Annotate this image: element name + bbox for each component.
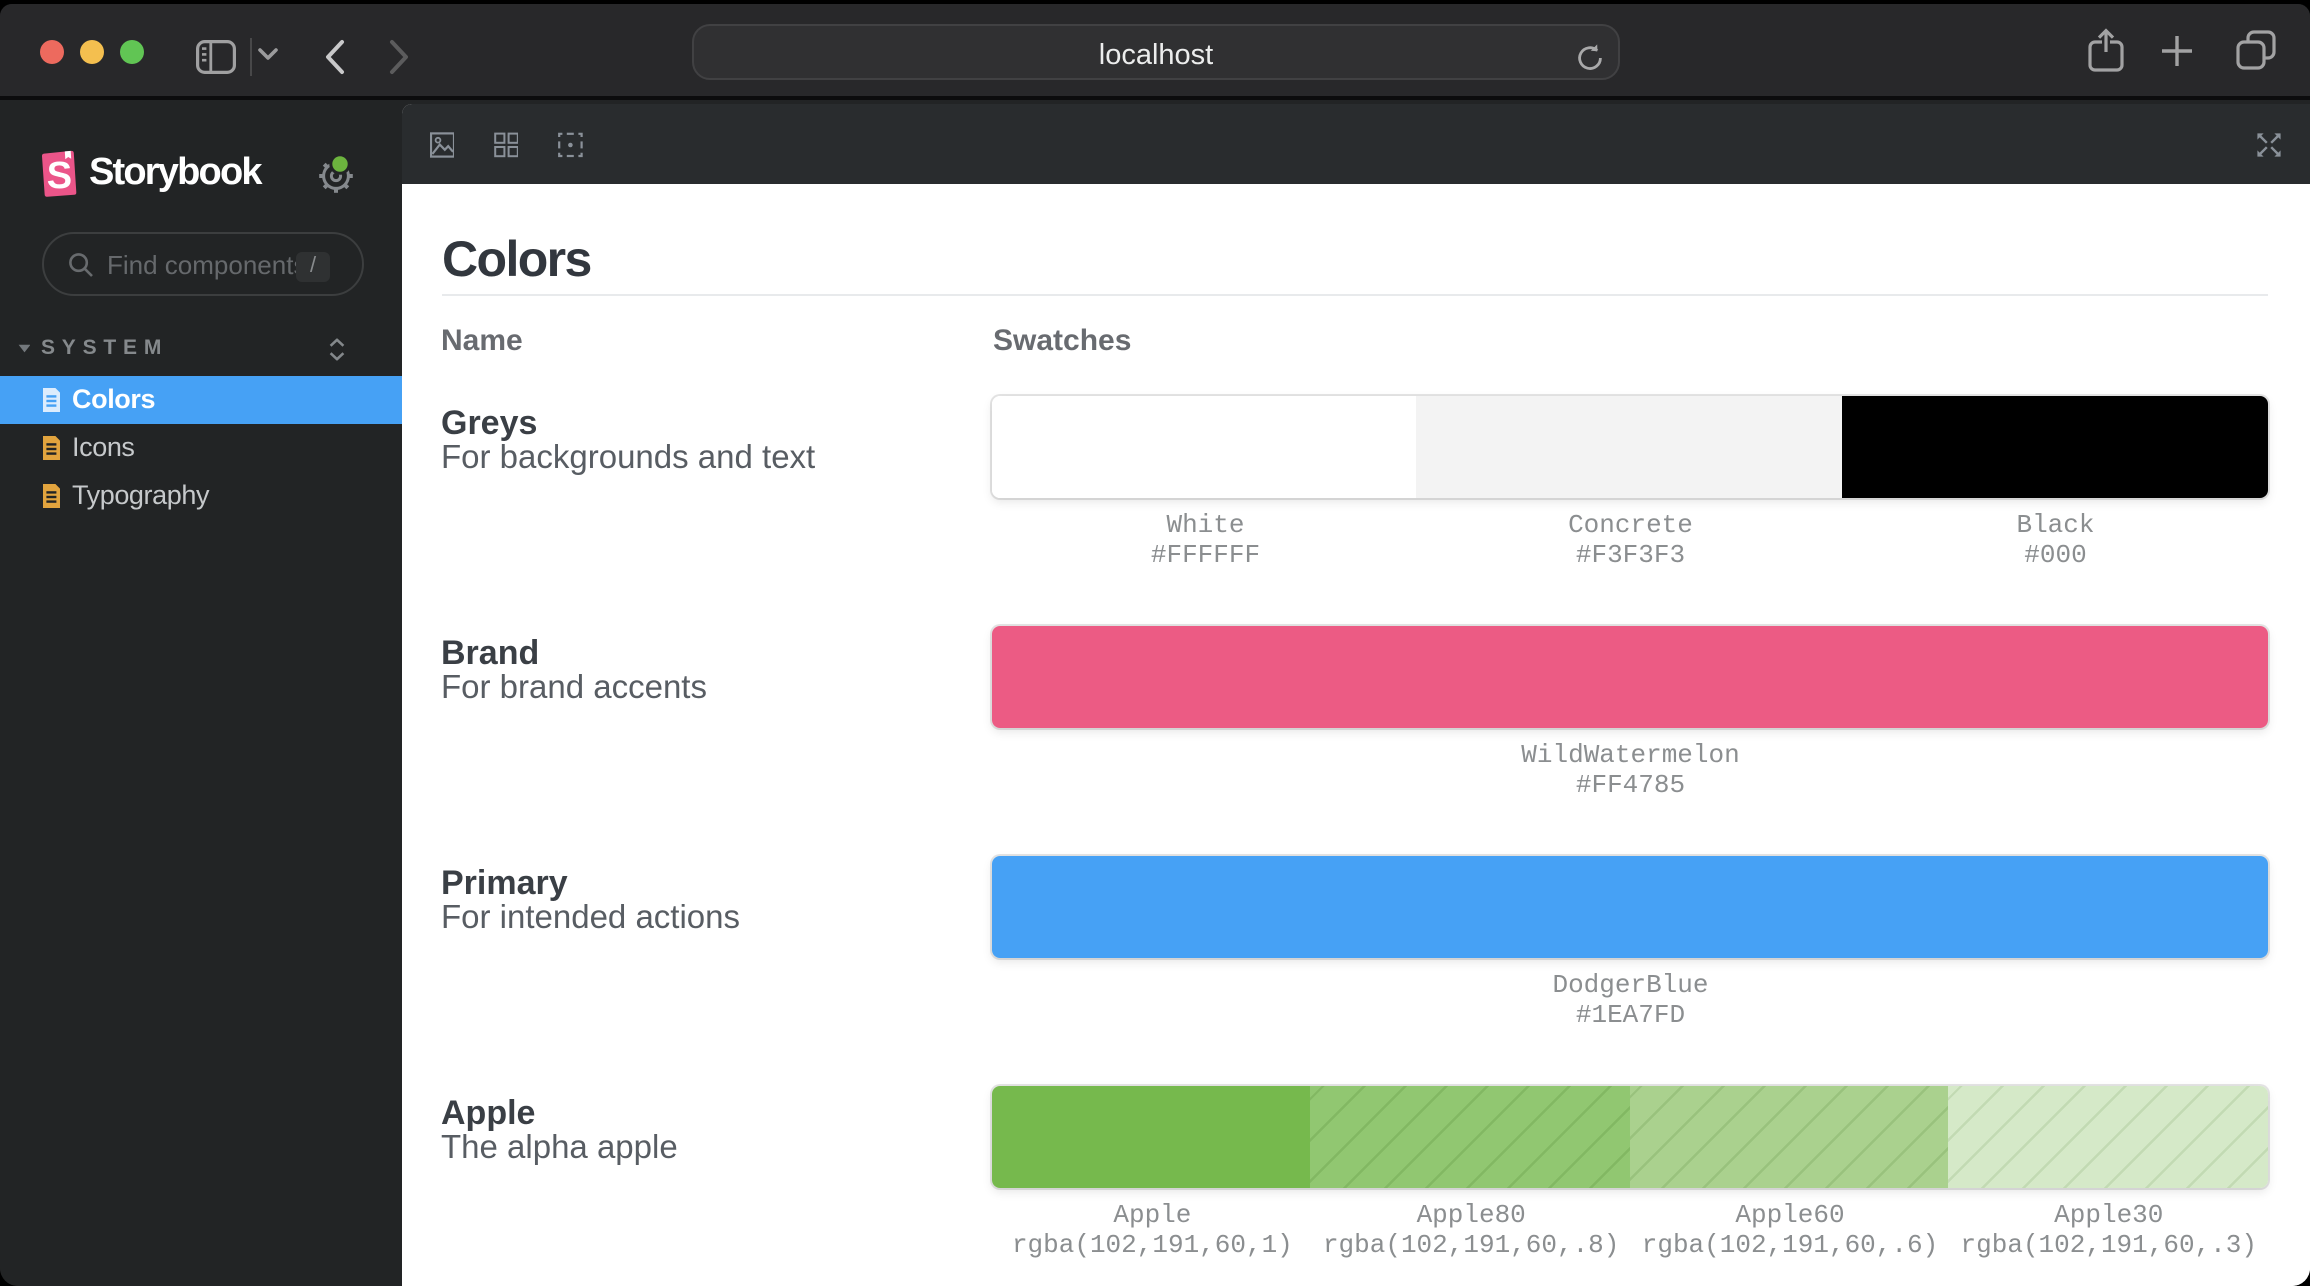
svg-text:S: S	[46, 155, 71, 197]
